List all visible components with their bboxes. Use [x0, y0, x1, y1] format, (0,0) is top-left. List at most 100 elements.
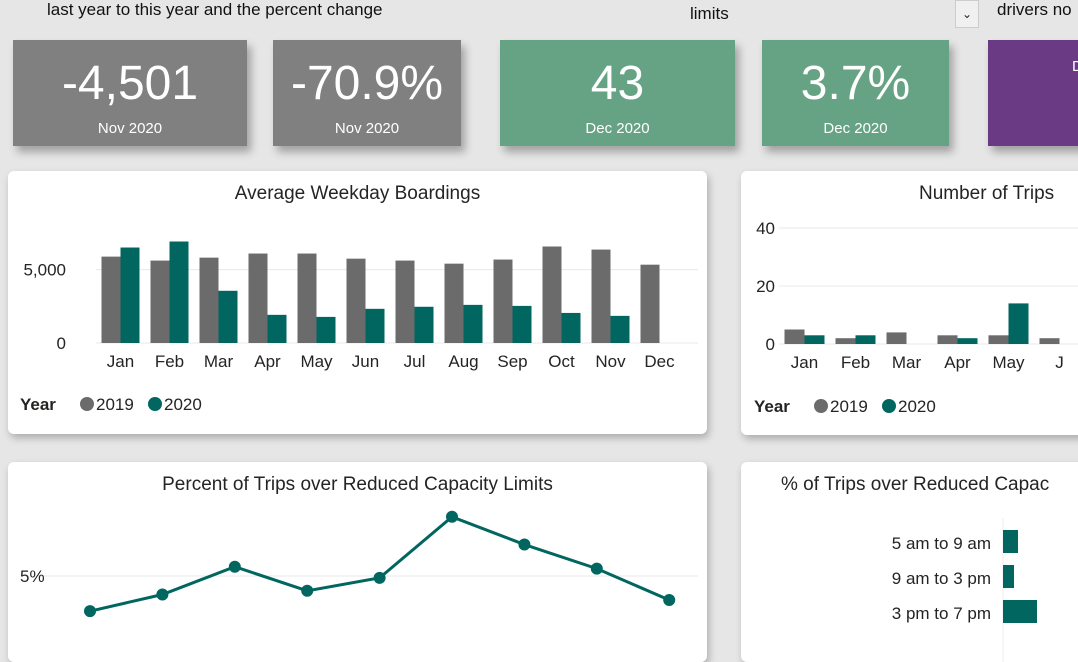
data-point [590, 562, 603, 575]
x-tick-label: J [1055, 353, 1064, 372]
bar-2020-Jul [414, 306, 434, 343]
bar-2019-Sep [493, 259, 513, 343]
bar-2020-Oct [561, 312, 581, 343]
legend-label: 2019 [830, 397, 868, 416]
x-tick-label: Mar [892, 353, 922, 372]
kpi-value: 43 [590, 57, 645, 110]
card-weekday-boardings: Average Weekday Boardings 0 5,000 Jan Feb Ma… [8, 171, 707, 434]
kpi-label: Nov 2020 [97, 120, 163, 137]
kpi-card-trips: 43 Dec 2020 [500, 40, 735, 146]
bar-2019-Mar [199, 257, 219, 343]
bar-2019-Jun [346, 258, 366, 343]
x-tick-label: Jun [352, 352, 379, 371]
x-tick-label: Feb [155, 352, 184, 371]
header-description-3: drivers no [997, 0, 1072, 19]
legend-marker-2019 [814, 399, 828, 413]
legend-marker-2020 [882, 399, 896, 413]
line-series [89, 515, 670, 613]
bar-2020-Nov [610, 315, 630, 343]
kpi-card-trips-percent: 3.7% Dec 2020 [762, 40, 949, 146]
weekday-boardings-chart: 0 5,000 Jan Feb Mar Apr May Jun Jul Aug Sep Oct Nov D… [20, 241, 698, 414]
legend-label: 2020 [898, 397, 936, 416]
x-tick-label: Apr [944, 353, 971, 372]
y-tick-label: 20 [756, 277, 775, 296]
card-percent-trips-over-capacity: Percent of Trips over Reduced Capacity L… [8, 462, 707, 662]
chart-title: Percent of Trips over Reduced Capacity L… [162, 474, 553, 495]
bar-2020-Jan [804, 335, 825, 344]
legend-title: Year [20, 395, 56, 414]
bar-2020-Apr [957, 338, 978, 344]
data-point [663, 594, 676, 607]
kpi-value: -4,501 [61, 57, 199, 110]
bar-2020-Mar [218, 290, 238, 343]
y-category-label: 5 am to 9 am [892, 534, 991, 553]
y-tick-label: 5% [20, 567, 45, 586]
bar-2019-Aug [444, 263, 464, 343]
data-point [228, 560, 241, 573]
kpi-card-percent-change: -70.9% Nov 2020 [273, 40, 461, 146]
data-point [84, 605, 96, 618]
kpi-card-drivers: D [988, 40, 1078, 146]
x-tick-label: May [992, 353, 1025, 372]
bar-2019-Nov [591, 249, 611, 343]
x-tick-label: Oct [548, 352, 575, 371]
bar-2019-Jan [784, 329, 805, 344]
x-tick-label: Dec [644, 352, 675, 371]
y-category-label: 9 am to 3 pm [892, 569, 991, 588]
bar-2019-Jul [395, 260, 415, 343]
x-tick-label: Sep [497, 352, 527, 371]
percent-trips-line-chart: 5% [20, 510, 698, 618]
bar-2020-Apr [267, 314, 287, 343]
legend-label: 2020 [164, 395, 202, 414]
legend-marker-2020 [148, 397, 162, 411]
data-point [301, 584, 314, 597]
bar-2020-Sep [512, 305, 532, 343]
bar-2020-May [1008, 303, 1029, 344]
y-category-label: 3 pm to 7 pm [892, 604, 991, 623]
bar-2019-May [297, 253, 317, 343]
bar-2019-Feb [835, 338, 856, 344]
data-point [518, 538, 531, 551]
bar-2019-Mar [886, 332, 907, 344]
trips-by-time-bar-chart: 5 am to 9 am 9 am to 3 pm 3 pm to 7 pm [892, 518, 1037, 662]
bar-2020-Jan [120, 247, 140, 343]
bar-2020-Aug [463, 304, 483, 343]
dropdown-chevron-icon[interactable]: ⌄ [955, 0, 979, 28]
data-point [373, 571, 386, 584]
bar-2020-May [316, 316, 336, 343]
header-description: last year to this year and the percent c… [47, 0, 383, 19]
x-tick-label: Jan [107, 352, 134, 371]
x-tick-label: Aug [448, 352, 478, 371]
x-tick-label: Feb [841, 353, 870, 372]
x-tick-label: Jul [404, 352, 426, 371]
kpi-value: -70.9% [290, 57, 444, 110]
legend-marker-2019 [80, 397, 94, 411]
bar-2020-Jun [365, 308, 385, 343]
card-trips-by-time: % of Trips over Reduced Capac 5 am to 9 … [741, 462, 1078, 662]
kpi-value: 3.7% [800, 57, 911, 110]
bar-5 am to 9 am [1003, 530, 1018, 553]
chart-title: Number of Trips [919, 183, 1055, 204]
x-tick-label: Jan [791, 353, 818, 372]
bar-2019-Feb [150, 260, 170, 343]
bar-2020-Feb [855, 335, 876, 344]
bar-2019-May [988, 335, 1009, 344]
data-point [156, 588, 169, 601]
header-description-2: limits [690, 4, 729, 23]
x-tick-label: Mar [204, 352, 234, 371]
number-of-trips-chart: 0 20 40 Jan Feb Mar Apr May J Year 2019 2020 [754, 219, 1078, 416]
bar-2019-Apr [937, 335, 958, 344]
bar-2019-Apr [248, 253, 268, 343]
bar-2019-J [1039, 338, 1060, 344]
y-tick-label: 0 [57, 334, 66, 353]
kpi-label: Dec 2020 [585, 120, 650, 137]
y-tick-label: 40 [756, 219, 775, 238]
bar-3 pm to 7 pm [1003, 600, 1037, 623]
legend-label: 2019 [96, 395, 134, 414]
legend-title: Year [754, 397, 790, 416]
x-tick-label: May [300, 352, 333, 371]
kpi-label: D [1072, 58, 1078, 75]
bar-2019-Dec [640, 264, 660, 343]
chart-title: Average Weekday Boardings [234, 183, 481, 204]
bar-2020-Feb [169, 241, 189, 343]
